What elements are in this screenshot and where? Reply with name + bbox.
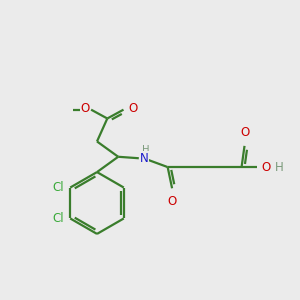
Text: H: H [142, 145, 149, 155]
Text: O: O [167, 195, 177, 208]
Text: O: O [80, 102, 90, 115]
Text: N: N [140, 152, 148, 165]
Text: Cl: Cl [52, 181, 64, 194]
Text: H: H [274, 160, 283, 174]
Text: O: O [240, 126, 249, 140]
Text: O: O [261, 160, 271, 174]
Text: O: O [129, 102, 138, 115]
Text: Cl: Cl [52, 212, 64, 225]
